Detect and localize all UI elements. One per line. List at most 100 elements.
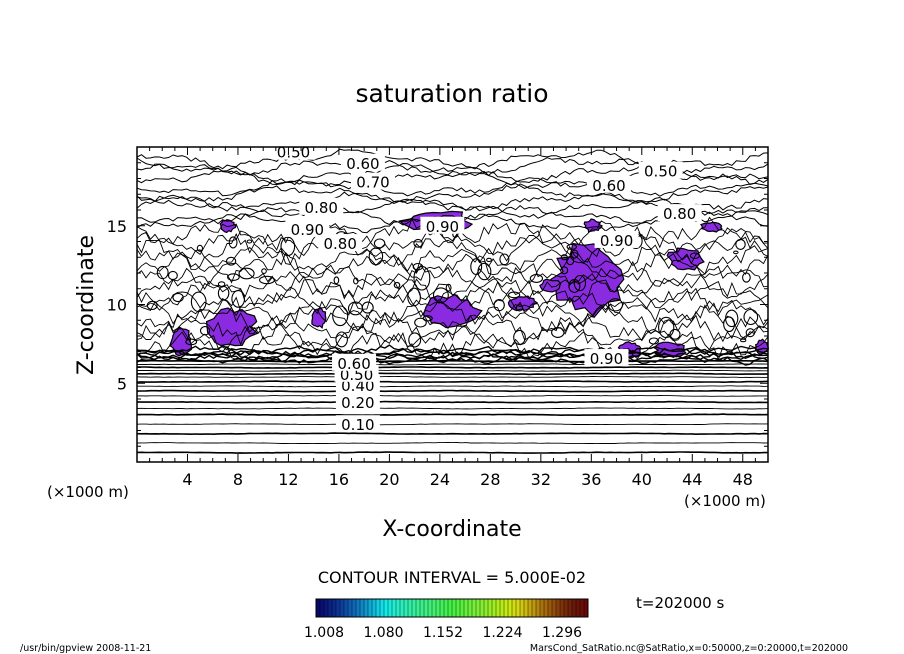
contour-loop xyxy=(573,274,587,292)
contour-line xyxy=(136,389,769,393)
colorbar-cell xyxy=(404,599,409,617)
colorbar-label: 1.008 xyxy=(304,625,344,641)
colorbar-cell xyxy=(576,599,581,617)
contour-line xyxy=(136,376,769,379)
contour-loop xyxy=(408,332,422,348)
y-axis-label: Z-coordinate xyxy=(74,235,99,375)
contour-line xyxy=(136,177,769,197)
contour-label: 0.50 xyxy=(644,163,677,181)
contour-loop xyxy=(723,316,736,333)
x-tick-label: 12 xyxy=(278,470,298,489)
colorbar-cell xyxy=(420,599,425,617)
colorbar-cell xyxy=(520,599,525,617)
colorbar-cell xyxy=(432,599,437,617)
colorbar-cell xyxy=(428,599,433,617)
contour-loop xyxy=(470,258,483,276)
contour-loop xyxy=(493,298,505,312)
x-tick-label: 8 xyxy=(233,470,243,489)
x-tick-label: 32 xyxy=(531,470,551,489)
colorbar-label: 1.224 xyxy=(482,625,522,641)
chart-title: saturation ratio xyxy=(355,79,548,108)
colorbar-cell xyxy=(476,599,481,617)
z-unit-label: (×1000 m) xyxy=(47,483,129,501)
contour-loop xyxy=(156,265,169,280)
contour-label: 0.80 xyxy=(323,235,356,253)
colorbar-cell xyxy=(360,599,365,617)
contour-line xyxy=(136,359,769,363)
contour-line xyxy=(136,413,769,417)
contour-label-bg xyxy=(420,216,465,234)
contour-label: 0.80 xyxy=(305,199,338,217)
colorbar-cell xyxy=(444,599,449,617)
colorbar-cell xyxy=(504,599,509,617)
colorbar-cell xyxy=(412,599,417,617)
x-tick-label: 44 xyxy=(682,470,702,489)
contour-label: 0.90 xyxy=(291,221,324,239)
contour-loop xyxy=(560,266,569,275)
contour-loop xyxy=(607,298,624,312)
contour-label-bg xyxy=(332,353,377,371)
x-tick-label: 40 xyxy=(632,470,652,489)
contour-line xyxy=(136,216,769,250)
contour-loop xyxy=(413,238,423,248)
colorbar-label: 1.296 xyxy=(542,625,582,641)
y-tick-label: 5 xyxy=(117,374,127,393)
contour-loop xyxy=(445,283,452,292)
contour-loop xyxy=(743,308,759,326)
colorbar-labels: 1.008 1.080 1.152 1.224 1.296 xyxy=(304,625,582,641)
contour-line xyxy=(136,442,769,445)
y-tick-label: 10 xyxy=(107,296,127,315)
contour-label: 0.90 xyxy=(600,232,633,250)
contour-line xyxy=(136,331,769,361)
contour-loop xyxy=(648,337,660,345)
x-axis-label: X-coordinate xyxy=(382,517,521,542)
contour-line xyxy=(136,423,768,426)
x-tick-label: 36 xyxy=(581,470,601,489)
contour-loop xyxy=(733,250,739,255)
y-axis-ticks: 5 10 15 xyxy=(107,162,768,447)
contour-line xyxy=(136,407,769,410)
contour-loop xyxy=(515,304,524,312)
contour-labels: 0.100.200.400.500.60 0.900.900.900.80 0.80… xyxy=(271,142,702,434)
colorbar-cell xyxy=(560,599,565,617)
contour-loop xyxy=(725,309,739,328)
contour-label-bg xyxy=(318,234,363,252)
contour-line xyxy=(136,267,769,301)
colorbar-cell xyxy=(516,599,521,617)
colorbar-cell xyxy=(540,599,545,617)
contour-loop xyxy=(570,249,579,259)
colorbar-cell xyxy=(544,599,549,617)
footer-right: MarsCond_SatRatio.nc@SatRatio,x=0:50000,… xyxy=(530,643,848,654)
contour-line xyxy=(136,369,768,372)
colorbar-cell xyxy=(392,599,397,617)
contour-loop xyxy=(259,275,275,285)
contour-loop xyxy=(529,274,544,283)
contour-label-bg xyxy=(584,349,629,367)
colorbar-cell xyxy=(548,599,553,617)
contour-loop xyxy=(689,252,700,260)
colorbar-cell xyxy=(512,599,517,617)
contour-label-bg xyxy=(638,161,683,179)
colorbar-cell xyxy=(448,599,453,617)
colorbar-cell xyxy=(368,599,373,617)
contour-line xyxy=(136,260,769,291)
x-axis-ticks: 4 8 12 16 20 24 28 32 36 40 44 48 xyxy=(149,147,756,489)
contour-line xyxy=(136,303,769,335)
colorbar-cell xyxy=(372,599,377,617)
contour-label-bg xyxy=(594,230,639,248)
contour-loop xyxy=(231,290,246,308)
colorbar-cell xyxy=(468,599,473,617)
colorbar-cell xyxy=(584,599,589,617)
colorbar-cell xyxy=(332,599,337,617)
contour-loop xyxy=(190,291,207,313)
contour-loop xyxy=(393,281,401,289)
contour-loop xyxy=(499,253,510,266)
contour-loop xyxy=(566,255,575,266)
contour-lines xyxy=(136,148,769,454)
colorbar-cell xyxy=(344,599,349,617)
colorbar-cell xyxy=(376,599,381,617)
colorbar-cell xyxy=(464,599,469,617)
contour-label: 0.60 xyxy=(346,155,379,173)
colorbar-cell xyxy=(568,599,573,617)
contour-loop xyxy=(735,238,746,250)
